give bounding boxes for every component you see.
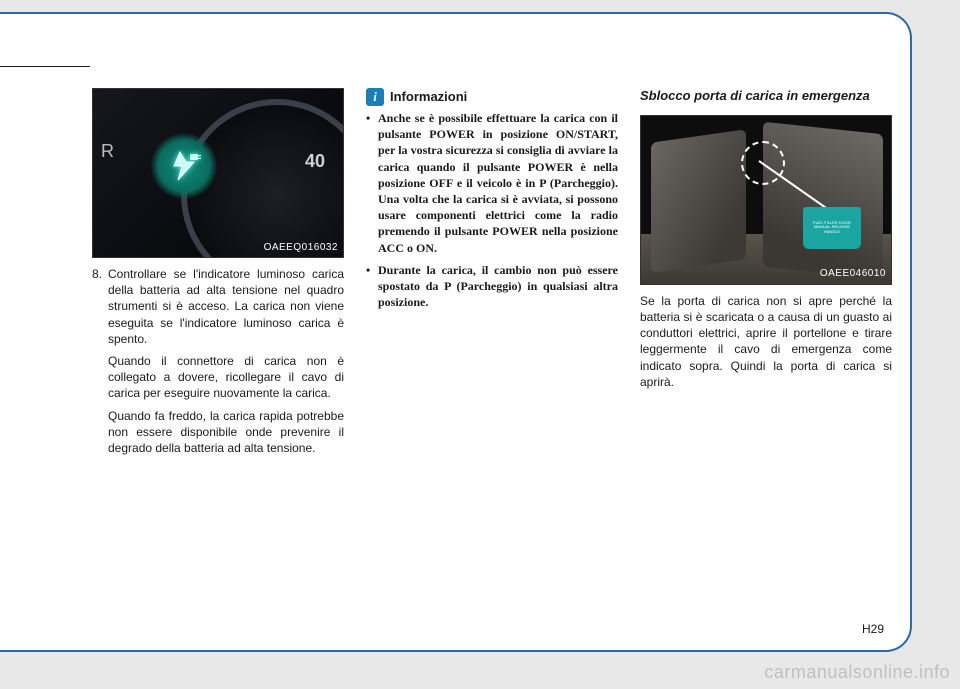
page-number: H29 (862, 622, 884, 636)
page-frame: 40 R OAEEQ016032 8. Controllare se l'ind… (0, 12, 912, 652)
fig2-panel-left (651, 129, 746, 272)
top-rule (0, 66, 90, 67)
item8-para2: Quando il connettore di carica non è col… (108, 353, 344, 402)
section-title: Sblocco porta di carica in emergenza (640, 88, 892, 105)
figure2-caption: OAEE046010 (820, 267, 886, 281)
watermark: carmanualsonline.info (764, 662, 950, 683)
content-columns: 40 R OAEEQ016032 8. Controllare se l'ind… (92, 88, 892, 462)
item8-para3: Quando fa freddo, la carica rapida potre… (108, 408, 344, 457)
info-bullet-2: • Durante la carica, il cambio non può e… (366, 262, 618, 311)
figure-dashboard-indicator: 40 R OAEEQ016032 (92, 88, 344, 258)
bullet-marker: • (366, 110, 378, 256)
bullet-text: Anche se è possibile effettuare la caric… (378, 110, 618, 256)
fig1-left-label: R (101, 139, 114, 163)
bullet-text: Durante la carica, il cambio non può ess… (378, 262, 618, 311)
figure-trunk-release: FUEL FILLER DOOR MANUAL RELEASE HANDLE O… (640, 115, 892, 285)
column-1: 40 R OAEEQ016032 8. Controllare se l'ind… (92, 88, 344, 462)
fig2-panel-right (763, 122, 883, 280)
col3-body: Se la porta di carica non si apre perché… (640, 293, 892, 390)
bullet-marker: • (366, 262, 378, 311)
charging-indicator-icon (151, 133, 217, 199)
info-title: Informazioni (390, 88, 467, 106)
info-header: i Informazioni (366, 88, 618, 106)
column-3: Sblocco porta di carica in emergenza FUE… (640, 88, 892, 462)
info-icon: i (366, 88, 384, 106)
item-number: 8. (92, 266, 108, 347)
fig1-gauge-label: 40 (305, 149, 325, 173)
fig2-tag-text: FUEL FILLER DOOR MANUAL RELEASE HANDLE (806, 221, 858, 235)
list-item-8: 8. Controllare se l'indicatore luminoso … (92, 266, 344, 347)
figure1-caption: OAEEQ016032 (264, 241, 338, 255)
column-2: i Informazioni • Anche se è possibile ef… (366, 88, 618, 462)
item-text: Controllare se l'indicatore luminoso car… (108, 266, 344, 347)
info-bullet-1: • Anche se è possibile effettuare la car… (366, 110, 618, 256)
fig2-release-tag: FUEL FILLER DOOR MANUAL RELEASE HANDLE (803, 207, 861, 249)
